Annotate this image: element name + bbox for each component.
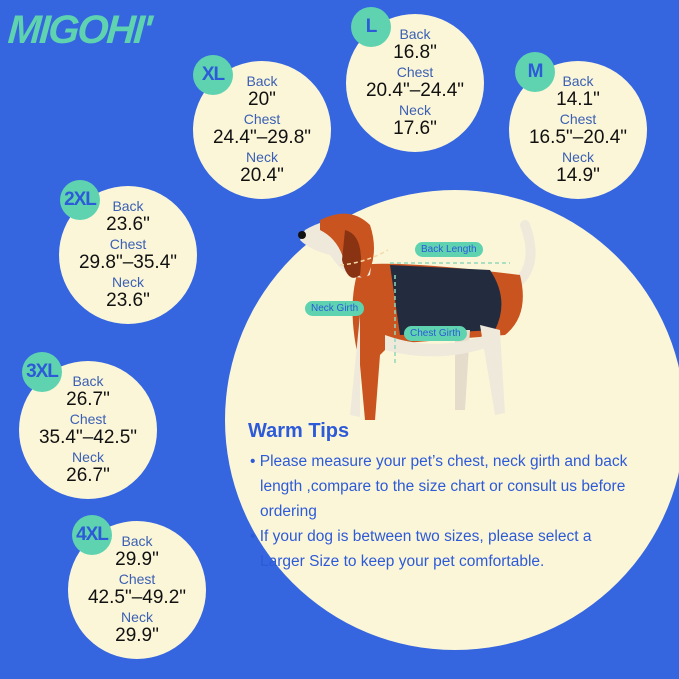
chest-label: Chest (396, 64, 434, 80)
tip-item: • Please measure your pet’s chest, neck … (250, 453, 628, 520)
brand-logo: MIGOHI' (6, 8, 152, 52)
chest: 42.5"–49.2" (87, 587, 186, 608)
back: 26.7" (66, 389, 110, 410)
chest: 29.8"–35.4" (78, 252, 177, 273)
size-circle-3xl: Back 26.7" Chest 35.4"–42.5" Neck 26.7" (19, 361, 157, 499)
back-label: Back (399, 26, 431, 42)
back-label: Back (121, 533, 153, 549)
chest-label: Chest (109, 236, 147, 252)
neck: 20.4" (240, 165, 284, 186)
back-length-label: Back Length (415, 242, 483, 257)
size-badge: M (515, 52, 555, 92)
back: 29.9" (115, 549, 159, 570)
back-label: Back (246, 73, 278, 89)
size-badge: 3XL (22, 352, 62, 392)
neck: 29.9" (115, 625, 159, 646)
size-circle-m: Back 14.1" Chest 16.5"–20.4" Neck 14.9" (509, 61, 647, 199)
chest-label: Chest (243, 111, 281, 127)
neck-label: Neck (121, 609, 153, 625)
neck: 26.7" (66, 465, 110, 486)
neck: 14.9" (556, 165, 600, 186)
chest: 35.4"–42.5" (38, 427, 137, 448)
neck-girth-label: Neck Girth (305, 301, 365, 316)
info-circle (225, 190, 679, 650)
neck-label: Neck (562, 149, 594, 165)
chest-label: Chest (559, 111, 597, 127)
neck-label: Neck (246, 149, 278, 165)
tip-item: • If your dog is between two sizes, plea… (250, 528, 592, 570)
back: 23.6" (106, 214, 150, 235)
neck-label: Neck (399, 102, 431, 118)
neck: 17.6" (393, 118, 437, 139)
neck: 23.6" (106, 290, 150, 311)
size-badge: L (351, 7, 391, 47)
back: 16.8" (393, 42, 437, 63)
back: 14.1" (556, 89, 600, 110)
size-badge: 2XL (60, 180, 100, 220)
size-badge: XL (193, 55, 233, 95)
back: 20" (248, 89, 276, 110)
neck-label: Neck (112, 274, 144, 290)
chest-label: Chest (69, 411, 107, 427)
size-badge: 4XL (72, 515, 112, 555)
tips-title: Warm Tips (248, 420, 350, 442)
chest-label: Chest (118, 571, 156, 587)
chest: 20.4"–24.4" (365, 80, 464, 101)
back-label: Back (72, 373, 104, 389)
back-label: Back (562, 73, 594, 89)
chest: 16.5"–20.4" (528, 127, 627, 148)
chest: 24.4"–29.8" (212, 127, 311, 148)
dog-illustration (298, 213, 536, 420)
warm-tips: Warm Tips • Please measure your pet’s ch… (248, 420, 628, 574)
chest-girth-label: Chest Girth (404, 326, 467, 341)
neck-label: Neck (72, 449, 104, 465)
back-label: Back (112, 198, 144, 214)
